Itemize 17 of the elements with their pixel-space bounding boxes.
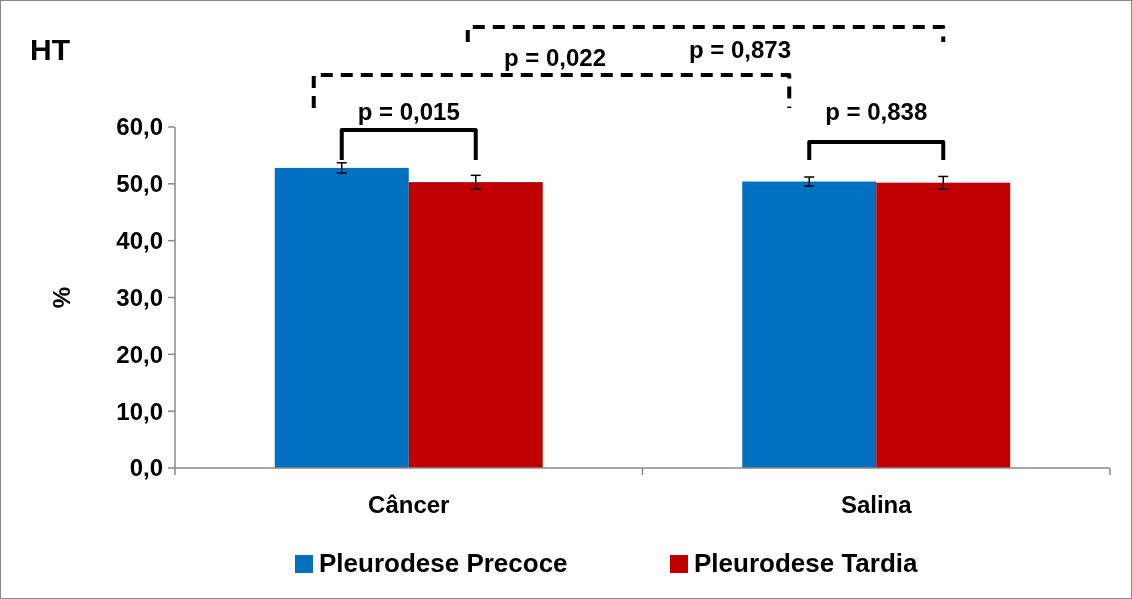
text: p = 0,015 bbox=[357, 98, 460, 125]
text: p = 0,838 bbox=[825, 98, 928, 125]
y-axis-title: % bbox=[48, 286, 75, 309]
x-tick-label: Câncer bbox=[368, 491, 450, 518]
y-tick-label: 0,0 bbox=[129, 454, 163, 482]
legend-label: Pleurodese Tardia bbox=[694, 548, 919, 578]
y-tick-label: 20,0 bbox=[116, 340, 163, 368]
y-tick-label: 50,0 bbox=[116, 170, 163, 198]
legend-label: Pleurodese Precoce bbox=[319, 548, 568, 578]
text: p = 0,873 bbox=[688, 36, 792, 63]
y-tick-label: 10,0 bbox=[116, 397, 163, 425]
y-tick-label: 30,0 bbox=[116, 283, 163, 311]
x-tick-label: Salina bbox=[840, 491, 913, 518]
text: p = 0,022 bbox=[503, 44, 607, 71]
y-tick-label: 60,0 bbox=[116, 113, 163, 141]
y-tick-label: 40,0 bbox=[116, 227, 163, 255]
chart-title: HT bbox=[30, 33, 70, 66]
